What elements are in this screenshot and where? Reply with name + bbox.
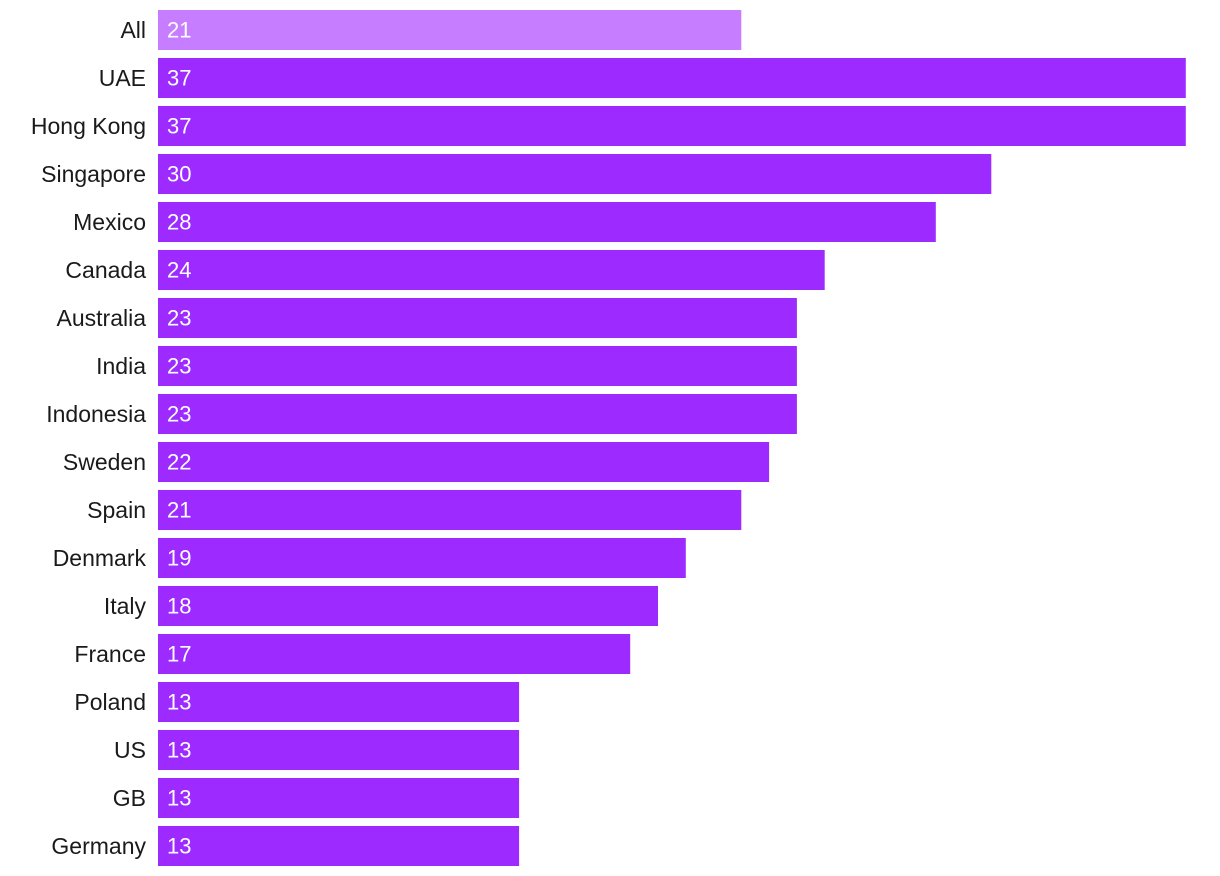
category-label-us: US (114, 737, 146, 763)
value-label-australia: 23 (167, 306, 191, 331)
bar-all (158, 10, 742, 50)
category-label-germany: Germany (51, 833, 146, 859)
bar-singapore (158, 154, 992, 194)
category-label-canada: Canada (65, 257, 146, 283)
category-label-indonesia: Indonesia (46, 401, 146, 427)
category-label-singapore: Singapore (41, 161, 146, 187)
value-label-poland: 13 (167, 690, 191, 715)
bar-row-mexico: Mexico 28 (73, 202, 936, 242)
category-label-spain: Spain (87, 497, 146, 523)
value-label-canada: 24 (167, 258, 191, 283)
value-label-denmark: 19 (167, 546, 191, 571)
category-label-uae: UAE (99, 65, 146, 91)
bar-indonesia (158, 394, 797, 434)
value-label-hong-kong: 37 (167, 114, 191, 139)
value-label-indonesia: 23 (167, 402, 191, 427)
value-label-uae: 37 (167, 66, 191, 91)
category-label-all: All (120, 17, 146, 43)
category-label-poland: Poland (74, 689, 146, 715)
bar-row-gb: GB 13 (113, 778, 520, 818)
bars-layer: All 21 UAE 37 Hong Kong 37 Singapore 30 Mexico 28… (31, 10, 1186, 866)
bar-row-us: US 13 (114, 730, 520, 770)
bar-row-uae: UAE 37 (99, 58, 1186, 98)
bar-poland (158, 682, 520, 722)
bar-row-hong-kong: Hong Kong 37 (31, 106, 1186, 146)
bar-row-sweden: Sweden 22 (63, 442, 770, 482)
category-label-mexico: Mexico (73, 209, 146, 235)
bar-uae (158, 58, 1186, 98)
bar-row-germany: Germany 13 (51, 826, 520, 866)
value-label-singapore: 30 (167, 162, 191, 187)
bar-india (158, 346, 797, 386)
value-label-gb: 13 (167, 786, 191, 811)
bar-france (158, 634, 631, 674)
bar-row-all: All 21 (120, 10, 742, 50)
bar-row-france: France 17 (74, 634, 631, 674)
bar-germany (158, 826, 520, 866)
category-label-india: India (96, 353, 146, 379)
bar-row-singapore: Singapore 30 (41, 154, 992, 194)
bar-italy (158, 586, 658, 626)
bar-denmark (158, 538, 686, 578)
bar-mexico (158, 202, 936, 242)
value-label-sweden: 22 (167, 450, 191, 475)
bar-row-spain: Spain 21 (87, 490, 742, 530)
bar-spain (158, 490, 742, 530)
bar-row-denmark: Denmark 19 (53, 538, 686, 578)
bar-row-australia: Australia 23 (57, 298, 797, 338)
bar-canada (158, 250, 825, 290)
category-label-denmark: Denmark (53, 545, 147, 571)
value-label-india: 23 (167, 354, 191, 379)
value-label-us: 13 (167, 738, 191, 763)
bar-hong-kong (158, 106, 1186, 146)
bar-row-canada: Canada 24 (65, 250, 825, 290)
category-label-australia: Australia (57, 305, 147, 331)
bar-row-india: India 23 (96, 346, 797, 386)
value-label-italy: 18 (167, 594, 191, 619)
value-label-france: 17 (167, 642, 191, 667)
category-label-sweden: Sweden (63, 449, 146, 475)
value-label-mexico: 28 (167, 210, 191, 235)
value-label-all: 21 (167, 18, 191, 43)
bar-row-italy: Italy 18 (104, 586, 658, 626)
bar-australia (158, 298, 797, 338)
bar-us (158, 730, 520, 770)
bar-row-poland: Poland 13 (74, 682, 520, 722)
bar-gb (158, 778, 520, 818)
category-label-hong-kong: Hong Kong (31, 113, 146, 139)
value-label-spain: 21 (167, 498, 191, 523)
bar-row-indonesia: Indonesia 23 (46, 394, 797, 434)
value-label-germany: 13 (167, 834, 191, 859)
category-label-gb: GB (113, 785, 146, 811)
category-label-france: France (74, 641, 146, 667)
category-label-italy: Italy (104, 593, 147, 619)
bar-sweden (158, 442, 770, 482)
